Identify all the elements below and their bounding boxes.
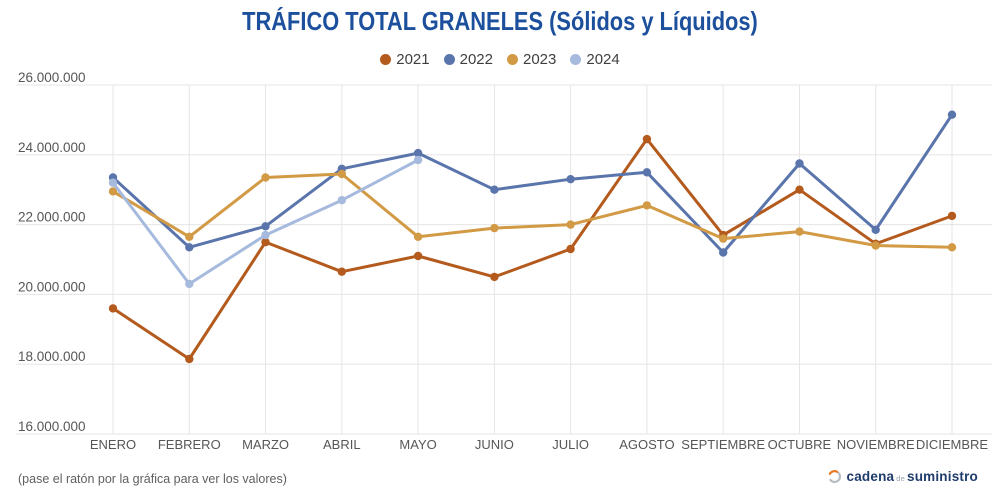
legend-item-2022[interactable]: 2022 (443, 51, 493, 68)
data-point-2021[interactable] (642, 134, 652, 144)
x-axis-label: SEPTIEMBRE (681, 437, 765, 452)
data-point-2023[interactable] (490, 223, 499, 233)
x-axis-label: FEBRERO (158, 437, 221, 452)
data-point-2021[interactable] (566, 244, 575, 254)
legend-label: 2022 (459, 51, 493, 68)
data-point-2021[interactable] (413, 251, 423, 261)
series-line-2021[interactable] (111, 137, 954, 361)
x-axis-label: JULIO (552, 437, 589, 452)
x-axis-label: ENERO (90, 437, 136, 452)
data-point-2023[interactable] (413, 232, 423, 241)
legend-item-2021[interactable]: 2021 (380, 51, 430, 68)
legend-dot-2023 (507, 54, 518, 65)
data-point-2021[interactable] (261, 237, 270, 247)
legend-item-2023[interactable]: 2023 (507, 51, 556, 68)
data-point-2024[interactable] (261, 230, 270, 240)
legend-item-2024[interactable]: 2024 (570, 51, 620, 68)
data-point-2021[interactable] (108, 304, 118, 313)
legend-label: 2021 (396, 51, 430, 68)
x-axis-label: DICIEMBRE (916, 437, 989, 452)
data-point-2022[interactable] (566, 175, 575, 184)
brand-word-suministro: suministro (906, 469, 978, 484)
x-axis-label: AGOSTO (619, 437, 674, 452)
y-axis-label: 24.000.000 (18, 140, 86, 155)
chart-title: TRÁFICO TOTAL GRANELES (Sólidos y Líquid… (242, 6, 758, 36)
legend-dot-2022 (443, 54, 455, 65)
data-point-2024[interactable] (185, 279, 194, 289)
data-point-2024[interactable] (337, 196, 346, 205)
data-point-2022[interactable] (642, 168, 652, 177)
x-axis-label: MAYO (399, 437, 436, 452)
data-point-2023[interactable] (795, 227, 804, 236)
data-point-2023[interactable] (719, 234, 728, 243)
data-point-2022[interactable] (795, 159, 804, 168)
data-point-2022[interactable] (413, 148, 423, 158)
legend-label: 2024 (586, 51, 620, 68)
data-point-2022[interactable] (185, 243, 194, 252)
data-point-2023[interactable] (337, 169, 346, 179)
y-axis-label: 18.000.000 (18, 349, 86, 364)
hover-hint: (pase el ratón por la gráfica para ver l… (18, 472, 287, 486)
data-point-2021[interactable] (490, 272, 499, 282)
data-point-2024[interactable] (413, 155, 423, 165)
x-axis-label: NOVIEMBRE (837, 437, 915, 452)
chart-legend: 2021 2022 2023 2024 (0, 51, 1000, 68)
y-axis-label: 22.000.000 (18, 210, 86, 225)
data-point-2023[interactable] (871, 241, 880, 250)
brand-word-cadena: cadena (846, 469, 895, 484)
data-point-2021[interactable] (795, 185, 804, 194)
data-point-2022[interactable] (947, 110, 957, 119)
brand-circle-icon (828, 470, 841, 483)
x-axis-label: JUNIO (475, 437, 514, 452)
y-axis-label: 16.000.000 (18, 419, 86, 434)
data-point-2022[interactable] (719, 248, 728, 257)
legend-label: 2023 (523, 51, 557, 68)
data-point-2022[interactable] (261, 222, 270, 231)
legend-dot-2021 (380, 54, 392, 65)
x-axis-label: MARZO (242, 437, 289, 452)
data-point-2021[interactable] (337, 267, 346, 276)
data-point-2023[interactable] (566, 220, 575, 229)
brand-logo[interactable]: cadena de suministro (827, 469, 979, 484)
data-point-2023[interactable] (108, 187, 118, 196)
series-line-2022[interactable] (111, 113, 954, 254)
y-axis-label: 20.000.000 (18, 279, 86, 294)
y-axis-label: 26.000.000 (18, 70, 86, 85)
data-point-2023[interactable] (642, 201, 652, 210)
data-point-2022[interactable] (490, 185, 499, 194)
legend-dot-2024 (570, 54, 582, 65)
data-point-2023[interactable] (261, 173, 270, 182)
data-point-2021[interactable] (947, 211, 957, 221)
x-axis-label: OCTUBRE (768, 437, 832, 452)
data-point-2023[interactable] (947, 243, 957, 252)
data-point-2024[interactable] (108, 178, 118, 187)
data-point-2023[interactable] (185, 232, 194, 241)
data-point-2022[interactable] (871, 225, 880, 234)
x-axis-label: ABRIL (323, 437, 361, 452)
brand-word-de: de (896, 474, 905, 483)
data-point-2021[interactable] (185, 354, 194, 364)
series-line-2023[interactable] (111, 172, 954, 249)
